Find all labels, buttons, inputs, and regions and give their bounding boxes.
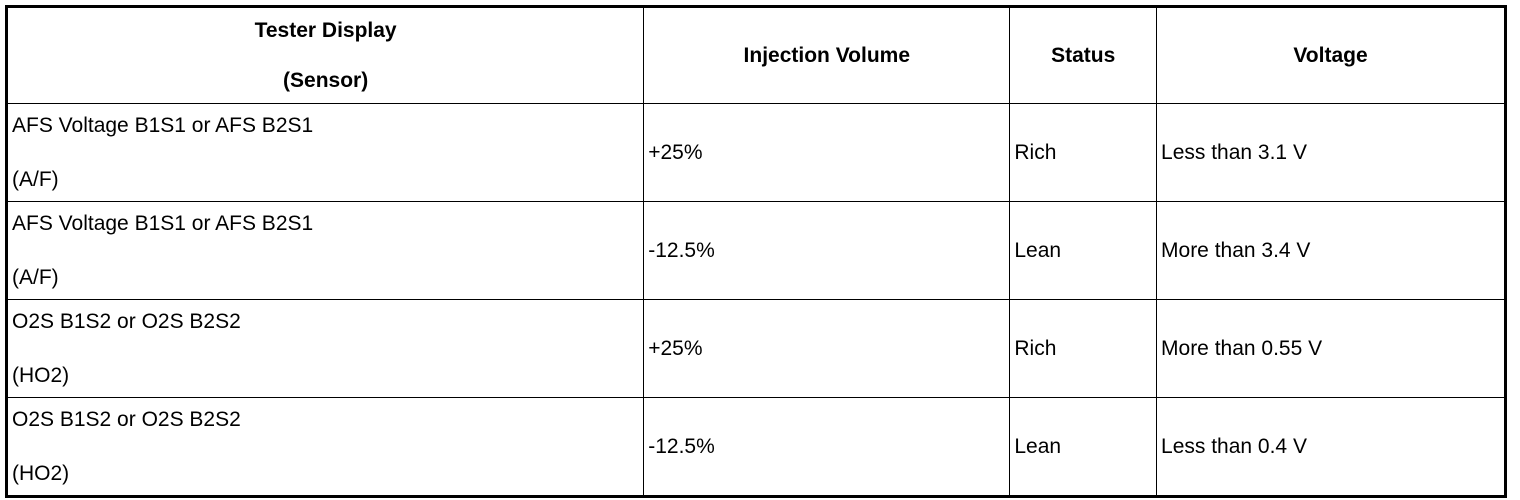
- table-header-row: Tester Display (Sensor) Injection Volume…: [5, 6, 1506, 104]
- cell-voltage: More than 3.4 V: [1156, 201, 1506, 300]
- table-row: AFS Voltage B1S1 or AFS B2S1 (A/F) -12.5…: [5, 201, 1506, 300]
- header-injection-volume: Injection Volume: [643, 6, 1011, 104]
- table-row: AFS Voltage B1S1 or AFS B2S1 (A/F) +25% …: [5, 103, 1506, 202]
- sensor-type: (A/F): [12, 168, 59, 192]
- sensor-name: O2S B1S2 or O2S B2S2: [12, 407, 241, 431]
- sensor-type: (HO2): [12, 364, 70, 388]
- sensor-name: AFS Voltage B1S1 or AFS B2S1: [12, 211, 314, 235]
- header-tester-display-label: Tester Display: [254, 18, 397, 42]
- cell-voltage: More than 0.55 V: [1156, 299, 1506, 398]
- header-sensor-label: (Sensor): [283, 69, 369, 93]
- cell-sensor: AFS Voltage B1S1 or AFS B2S1 (A/F): [5, 103, 645, 202]
- table-row: O2S B1S2 or O2S B2S2 (HO2) +25% Rich Mor…: [5, 299, 1506, 398]
- cell-status: Rich: [1009, 103, 1158, 202]
- sensor-name: AFS Voltage B1S1 or AFS B2S1: [12, 113, 314, 137]
- sensor-name: O2S B1S2 or O2S B2S2: [12, 309, 241, 333]
- sensor-type: (HO2): [12, 462, 70, 486]
- cell-injection-volume: +25%: [643, 299, 1011, 398]
- cell-injection-volume: +25%: [643, 103, 1011, 202]
- cell-status: Lean: [1009, 201, 1158, 300]
- sensor-spec-table: Tester Display (Sensor) Injection Volume…: [5, 5, 1507, 498]
- cell-voltage: Less than 3.1 V: [1156, 103, 1506, 202]
- cell-voltage: Less than 0.4 V: [1156, 397, 1506, 497]
- header-voltage: Voltage: [1156, 6, 1506, 104]
- cell-status: Lean: [1009, 397, 1158, 497]
- cell-status: Rich: [1009, 299, 1158, 398]
- header-status: Status: [1009, 6, 1158, 104]
- sensor-type: (A/F): [12, 266, 59, 290]
- cell-injection-volume: -12.5%: [643, 397, 1011, 497]
- table-row: O2S B1S2 or O2S B2S2 (HO2) -12.5% Lean L…: [5, 397, 1506, 497]
- header-tester-display: Tester Display (Sensor): [5, 6, 645, 104]
- cell-sensor: O2S B1S2 or O2S B2S2 (HO2): [5, 397, 645, 497]
- cell-injection-volume: -12.5%: [643, 201, 1011, 300]
- cell-sensor: AFS Voltage B1S1 or AFS B2S1 (A/F): [5, 201, 645, 300]
- cell-sensor: O2S B1S2 or O2S B2S2 (HO2): [5, 299, 645, 398]
